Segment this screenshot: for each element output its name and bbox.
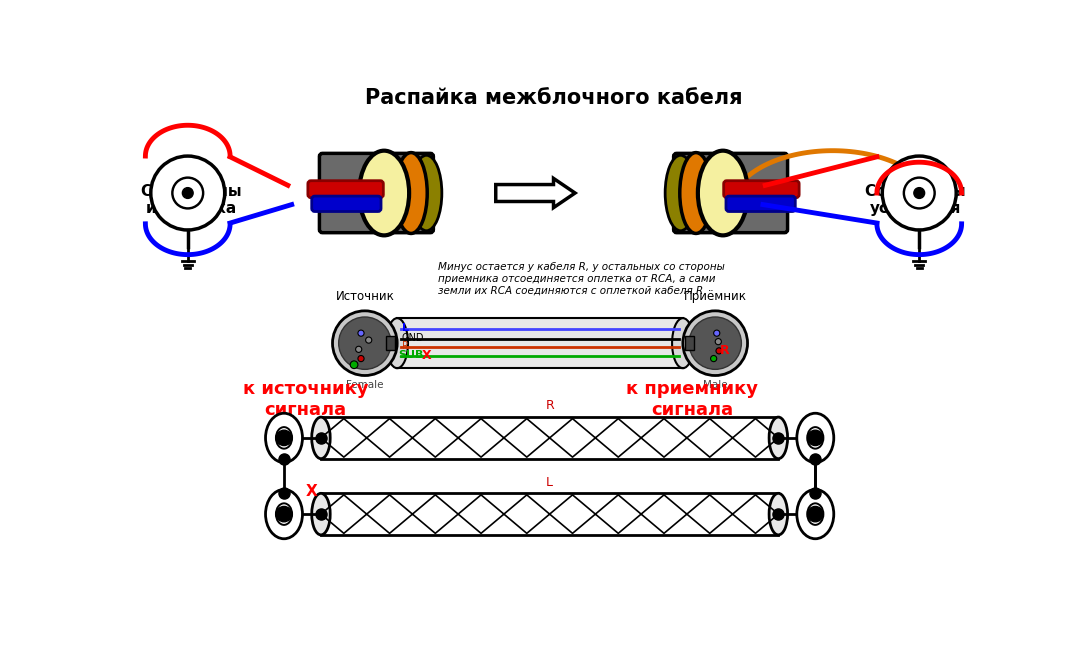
Text: Источник: Источник [336, 290, 394, 303]
Circle shape [350, 361, 357, 369]
Text: к источнику
сигнала: к источнику сигнала [243, 380, 368, 419]
Text: L: L [546, 475, 553, 489]
Ellipse shape [387, 318, 408, 368]
Circle shape [276, 506, 292, 522]
Ellipse shape [679, 152, 712, 233]
Text: X: X [422, 349, 431, 362]
Ellipse shape [411, 155, 442, 231]
Ellipse shape [769, 494, 787, 535]
Text: Со стороны
усилителя: Со стороны усилителя [865, 183, 966, 216]
Ellipse shape [797, 413, 834, 463]
Text: R: R [719, 344, 729, 357]
Ellipse shape [312, 417, 330, 459]
Circle shape [716, 348, 723, 354]
FancyBboxPatch shape [312, 196, 381, 211]
Circle shape [357, 355, 364, 362]
Text: Со стороны
источника: Со стороны источника [141, 183, 242, 216]
Text: R: R [545, 399, 554, 412]
Ellipse shape [769, 417, 787, 459]
Circle shape [882, 156, 956, 230]
FancyBboxPatch shape [308, 181, 383, 198]
Ellipse shape [665, 155, 696, 231]
Text: Male: Male [703, 380, 728, 390]
Text: Минус остается у кабеля R, у остальных со стороны
приемника отсоединяется оплетк: Минус остается у кабеля R, у остальных с… [438, 262, 725, 295]
Ellipse shape [395, 152, 428, 233]
Circle shape [689, 317, 741, 370]
FancyBboxPatch shape [724, 181, 799, 198]
FancyBboxPatch shape [674, 153, 787, 233]
Ellipse shape [698, 151, 748, 235]
Circle shape [339, 317, 391, 370]
Circle shape [357, 330, 364, 336]
Ellipse shape [672, 318, 693, 368]
FancyBboxPatch shape [386, 336, 395, 350]
Text: SUB: SUB [399, 351, 424, 360]
Text: к приемнику
сигнала: к приемнику сигнала [626, 380, 758, 419]
Circle shape [715, 339, 721, 345]
Circle shape [914, 187, 924, 198]
Text: Распайка межблочного кабеля: Распайка межблочного кабеля [365, 89, 742, 109]
Ellipse shape [312, 494, 330, 535]
Circle shape [355, 346, 362, 353]
Circle shape [333, 311, 397, 375]
Text: R: R [402, 341, 408, 351]
Ellipse shape [266, 490, 302, 539]
Polygon shape [321, 494, 779, 535]
Text: L: L [402, 323, 409, 333]
Text: Приёмник: Приёмник [684, 290, 746, 303]
Circle shape [683, 311, 747, 375]
Circle shape [711, 355, 717, 362]
Circle shape [151, 156, 225, 230]
Circle shape [276, 430, 292, 446]
Text: GND: GND [402, 333, 424, 343]
Ellipse shape [797, 490, 834, 539]
FancyBboxPatch shape [320, 153, 433, 233]
Polygon shape [321, 417, 779, 459]
Circle shape [183, 187, 193, 198]
Circle shape [808, 506, 823, 522]
Text: Female: Female [346, 380, 383, 390]
Circle shape [808, 430, 823, 446]
Circle shape [366, 337, 372, 343]
FancyBboxPatch shape [397, 318, 683, 368]
Text: X: X [306, 483, 318, 499]
FancyBboxPatch shape [685, 336, 694, 350]
Circle shape [714, 330, 720, 336]
FancyBboxPatch shape [726, 196, 795, 211]
FancyArrow shape [496, 178, 575, 207]
Ellipse shape [266, 413, 302, 463]
Ellipse shape [359, 151, 409, 235]
